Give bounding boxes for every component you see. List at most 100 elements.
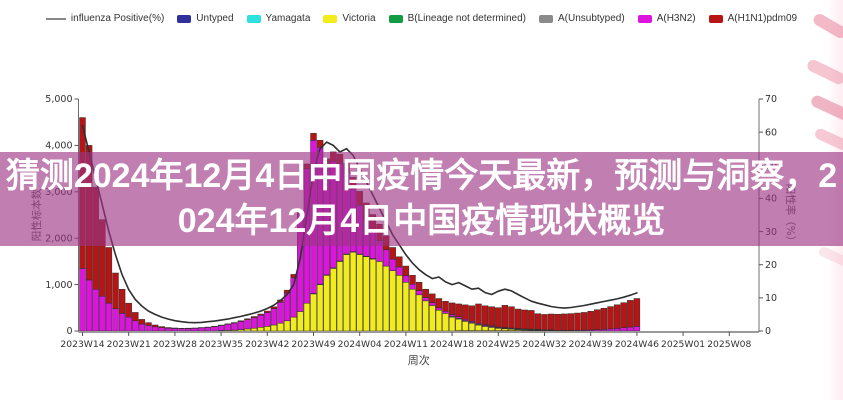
bar-segment	[250, 327, 258, 332]
bar-segment	[382, 265, 390, 332]
bar-segment	[138, 319, 146, 325]
bar-segment	[435, 307, 443, 311]
bar-segment	[607, 328, 614, 332]
bar-segment	[204, 327, 212, 332]
x-tick-label: 2023W35	[199, 339, 243, 350]
bar-segment	[442, 313, 449, 332]
bar-segment	[158, 326, 165, 328]
bar-segment	[580, 312, 588, 331]
bar-segment	[330, 268, 337, 332]
legend-color-swatch-icon	[708, 14, 723, 23]
bar-segment	[475, 324, 482, 331]
bar-segment	[561, 313, 568, 331]
bar-segment	[435, 309, 443, 332]
overlay-title: 猜测2024年12月4日中国疫情今天最新，预测与洞察，2024年12月4日中国疫…	[5, 157, 838, 240]
bar-segment	[501, 305, 509, 328]
legend-item-yamagata: Yamagata	[246, 13, 311, 24]
bar-segment	[105, 302, 113, 332]
bar-segment	[627, 300, 634, 328]
bar-segment	[481, 326, 489, 331]
bar-segment	[594, 309, 601, 330]
bar-segment	[448, 302, 456, 315]
legend-item-untyped: Untyped	[177, 13, 234, 24]
bar-segment	[442, 311, 449, 314]
bar-segment	[435, 298, 443, 309]
bar-segment	[277, 301, 284, 324]
bar-segment	[567, 313, 575, 331]
legend-label: A(Unsubtyped)	[557, 13, 625, 24]
bar-segment	[250, 317, 258, 329]
bar-segment	[462, 304, 469, 320]
legend-item-a-unsubtyped-: A(Unsubtyped)	[538, 13, 625, 24]
x-tick-label: 2025W01	[661, 339, 705, 350]
legend-item-a-h3n2-: A(H3N2)	[637, 13, 696, 24]
bar-segment	[198, 327, 205, 332]
bar-segment	[501, 328, 509, 331]
bar-segment	[534, 313, 542, 330]
bar-segment	[429, 302, 436, 306]
bar-segment	[264, 326, 271, 332]
bar-segment	[415, 290, 423, 296]
bar-segment	[85, 279, 93, 332]
bar-segment	[184, 328, 192, 332]
bar-segment	[422, 300, 429, 332]
y-tick-label-right: 10	[765, 293, 777, 304]
bar-segment	[600, 307, 608, 330]
bar-segment	[310, 293, 317, 332]
x-tick-label: 2024W18	[430, 339, 474, 350]
bar-segment	[607, 306, 614, 330]
bar-segment	[613, 304, 621, 329]
bar-segment	[389, 247, 396, 260]
bar-segment	[369, 258, 377, 332]
bar-segment	[554, 313, 561, 331]
bar-segment	[356, 254, 363, 332]
bar-segment	[521, 309, 528, 330]
overlay-banner: 猜测2024年12月4日中国疫情今天最新，预测与洞察，2024年12月4日中国疫…	[0, 152, 843, 246]
bar-segment	[105, 247, 113, 304]
bar-segment	[290, 316, 297, 332]
bar-segment	[283, 289, 291, 294]
bar-segment	[495, 307, 502, 328]
bar-segment	[125, 302, 132, 318]
legend-label: Yamagata	[265, 13, 311, 24]
bar-segment	[145, 322, 152, 326]
bar-segment	[310, 133, 317, 141]
legend-item-a-h1n1-pdm09: A(H1N1)pdm09	[708, 13, 798, 24]
legend-label: Untyped	[196, 13, 234, 24]
bar-segment	[244, 328, 251, 332]
bar-segment	[316, 140, 324, 148]
x-tick-label: 2023W42	[245, 339, 289, 350]
legend-item-b-lineage-not-determined-: B(Lineage not determined)	[388, 13, 526, 24]
bar-segment	[396, 266, 403, 276]
bar-segment	[468, 322, 476, 331]
bar-segment	[574, 312, 581, 331]
bar-segment	[528, 310, 535, 330]
bar-segment	[244, 318, 251, 320]
legend-label: A(H1N1)pdm09	[727, 13, 798, 24]
bar-segment	[264, 310, 271, 313]
legend-item-influenza-positive-: influenza Positive(%)	[45, 13, 164, 24]
bar-segment	[171, 328, 179, 332]
bar-segment	[422, 297, 429, 302]
bar-segment	[165, 327, 172, 329]
bar-segment	[633, 326, 641, 332]
bar-segment	[158, 327, 165, 332]
y-tick-label-left: 5,000	[45, 94, 72, 105]
bar-segment	[442, 301, 449, 312]
bar-segment	[633, 298, 641, 327]
legend-color-swatch-icon	[538, 14, 553, 23]
bar-segment	[132, 312, 139, 322]
bar-segment	[415, 294, 423, 332]
bar-segment	[211, 326, 218, 332]
bar-segment	[336, 261, 344, 332]
x-tick-label: 2024W11	[384, 339, 428, 350]
legend-color-swatch-icon	[637, 14, 652, 23]
y-tick-label-left: 1,000	[45, 280, 72, 291]
bar-segment	[376, 261, 383, 332]
bar-segment	[349, 251, 357, 332]
legend-line-swatch-icon	[45, 17, 66, 20]
y-tick-label-left: 0	[66, 326, 72, 337]
bar-segment	[118, 313, 126, 332]
bar-segment	[495, 328, 502, 331]
bar-segment	[283, 320, 291, 332]
